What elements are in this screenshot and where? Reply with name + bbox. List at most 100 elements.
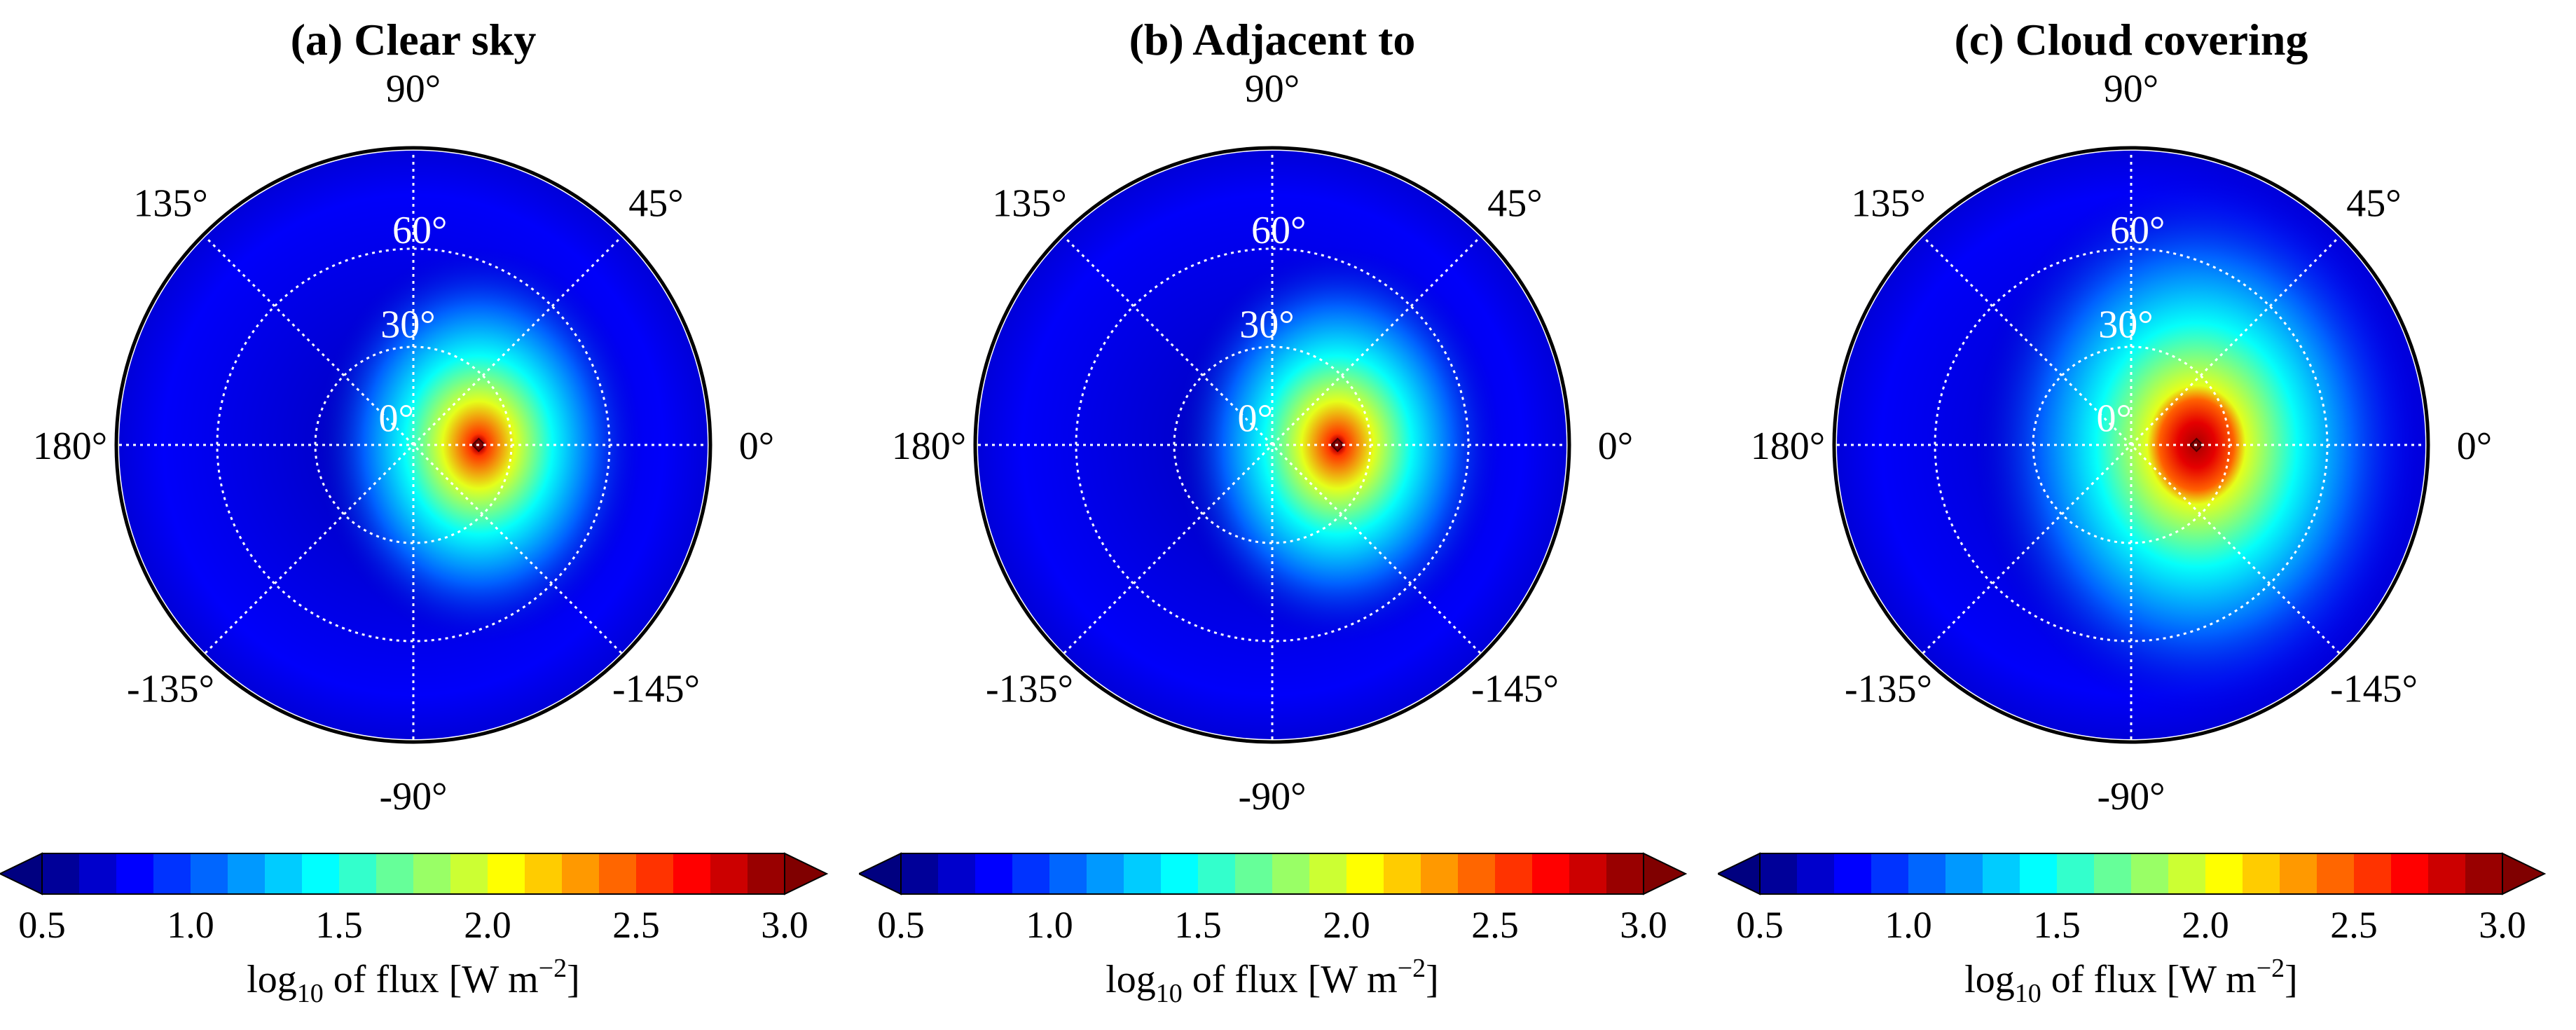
polar-panel-2: (b) Adjacent to 0° 30° 60° 90° 45° 0° -145° -90°… — [859, 0, 1717, 1030]
colorbar-bin — [1198, 853, 1236, 894]
theta-tick-label: 45° — [628, 182, 683, 226]
radial-tick-label: 60° — [392, 209, 447, 252]
colorbar-tick-label: 3.0 — [761, 904, 808, 946]
polar-frame — [1832, 146, 2430, 744]
colorbar-bin — [228, 853, 266, 894]
theta-tick-label: 0° — [1598, 425, 1633, 468]
radial-tick-label: 30° — [2098, 303, 2153, 346]
colorbar-tick-label: 3.0 — [2479, 904, 2526, 946]
colorbar-bin — [2465, 853, 2503, 894]
colorbar-bin — [1161, 853, 1199, 894]
colorbar-bin — [2094, 853, 2132, 894]
colorbar-tick-label: 1.5 — [1174, 904, 1222, 946]
colorbar-bin — [2243, 853, 2280, 894]
theta-tick-label: -145° — [1471, 667, 1559, 710]
colorbar-tick-label: 0.5 — [18, 904, 66, 946]
radial-tick-label: 60° — [1251, 209, 1306, 252]
colorbar-tick-label: 3.0 — [1620, 904, 1667, 946]
colorbar-bin — [2280, 853, 2317, 894]
colorbar-bin — [1272, 853, 1310, 894]
colorbar-bin — [2391, 853, 2429, 894]
theta-tick-label: 90° — [386, 67, 441, 111]
colorbar-bin — [265, 853, 303, 894]
radial-tick-label: 0° — [378, 397, 413, 441]
polar-chart-svg: (c) Cloud covering 0° 30° 60° 90° 45° 0° -145° -… — [1718, 15, 2547, 1008]
colorbar-bin — [1012, 853, 1050, 894]
theta-tick-label: 180° — [1751, 425, 1825, 468]
colorbar-frame — [900, 853, 1644, 895]
colorbar-tick-label: 1.0 — [1885, 904, 1932, 946]
theta-tick-label: 135° — [992, 182, 1066, 226]
colorbar-bin — [1983, 853, 2020, 894]
theta-tick-label: -145° — [612, 667, 700, 710]
colorbar-frame — [41, 853, 785, 895]
colorbar-bin — [116, 853, 154, 894]
colorbar-bin — [1569, 853, 1607, 894]
theta-tick-label: -135° — [127, 667, 214, 710]
colorbar-extend-low — [1718, 852, 1761, 895]
theta-tick-label: 180° — [892, 425, 966, 468]
colorbar-frame — [1759, 853, 2503, 895]
colorbar-bin — [1871, 853, 1909, 894]
colorbar-bin — [42, 853, 80, 894]
colorbar-bin — [488, 853, 525, 894]
colorbar-bin — [2020, 853, 2058, 894]
colorbar-extend-low — [859, 852, 902, 895]
radial-tick-label: 30° — [1239, 303, 1294, 346]
colorbar-bin — [450, 853, 488, 894]
polar-frame — [973, 146, 1571, 744]
radial-tick-label: 60° — [2110, 209, 2165, 252]
theta-tick-label: -135° — [986, 667, 1073, 710]
colorbar-tick-label: 0.5 — [1736, 904, 1784, 946]
polar-panel-1: (a) Clear sky 0° 30° 60° 90° 45° 0° -145° -90° -1… — [0, 0, 858, 1030]
colorbar-bin — [2354, 853, 2392, 894]
colorbar-tick-label: 2.5 — [612, 904, 660, 946]
colorbar-bin — [1760, 853, 1798, 894]
colorbar-tick-label: 0.5 — [877, 904, 925, 946]
colorbar-bin — [1384, 853, 1421, 894]
colorbar-bin — [2317, 853, 2355, 894]
polar-frame — [114, 146, 712, 744]
colorbar-bin — [1235, 853, 1273, 894]
theta-tick-label: 180° — [33, 425, 107, 468]
colorbar-bin — [2205, 853, 2243, 894]
polar-panel-3: (c) Cloud covering 0° 30° 60° 90° 45° 0° -145° -… — [1718, 0, 2576, 1030]
colorbar-bin — [1049, 853, 1087, 894]
colorbar-bin — [599, 853, 637, 894]
theta-tick-label: -90° — [379, 775, 447, 818]
colorbar-bin — [1908, 853, 1946, 894]
colorbar-bin — [562, 853, 600, 894]
panel-title: (b) Adjacent to — [1129, 15, 1416, 64]
colorbar-bin — [975, 853, 1013, 894]
colorbar-label: log10 of flux [W m−2] — [1106, 954, 1439, 1008]
colorbar-tick-label: 2.5 — [2330, 904, 2378, 946]
colorbar-bin — [673, 853, 711, 894]
colorbar-bin — [153, 853, 191, 894]
colorbar-tick-label: 2.0 — [2182, 904, 2229, 946]
theta-tick-label: -145° — [2330, 667, 2418, 710]
colorbar-extend-high — [784, 852, 829, 895]
colorbar-tick-label: 2.0 — [464, 904, 511, 946]
theta-tick-label: 135° — [133, 182, 207, 226]
colorbar-bin — [1495, 853, 1533, 894]
colorbar-bin — [413, 853, 451, 894]
colorbar-tick-label: 1.5 — [2033, 904, 2081, 946]
colorbar-bin — [2131, 853, 2169, 894]
colorbar-bin — [1945, 853, 1983, 894]
colorbar-bin — [1606, 853, 1644, 894]
colorbar-bin — [1087, 853, 1124, 894]
colorbar-tick-label: 2.5 — [1471, 904, 1519, 946]
polar-chart-svg: (b) Adjacent to 0° 30° 60° 90° 45° 0° -145° -90°… — [859, 15, 1688, 1008]
colorbar-bin — [636, 853, 674, 894]
radial-tick-label: 0° — [1237, 397, 1272, 441]
angular-gridline — [204, 235, 623, 654]
colorbar-bin — [1309, 853, 1347, 894]
theta-tick-label: 90° — [2104, 67, 2158, 111]
polar-chart-svg: (a) Clear sky 0° 30° 60° 90° 45° 0° -145° -90° -1… — [0, 15, 829, 1008]
colorbar-bin — [2168, 853, 2206, 894]
colorbar-bin — [79, 853, 117, 894]
colorbar-extend-high — [1643, 852, 1688, 895]
colorbar-tick-label: 1.5 — [315, 904, 363, 946]
theta-tick-label: -90° — [1238, 775, 1306, 818]
